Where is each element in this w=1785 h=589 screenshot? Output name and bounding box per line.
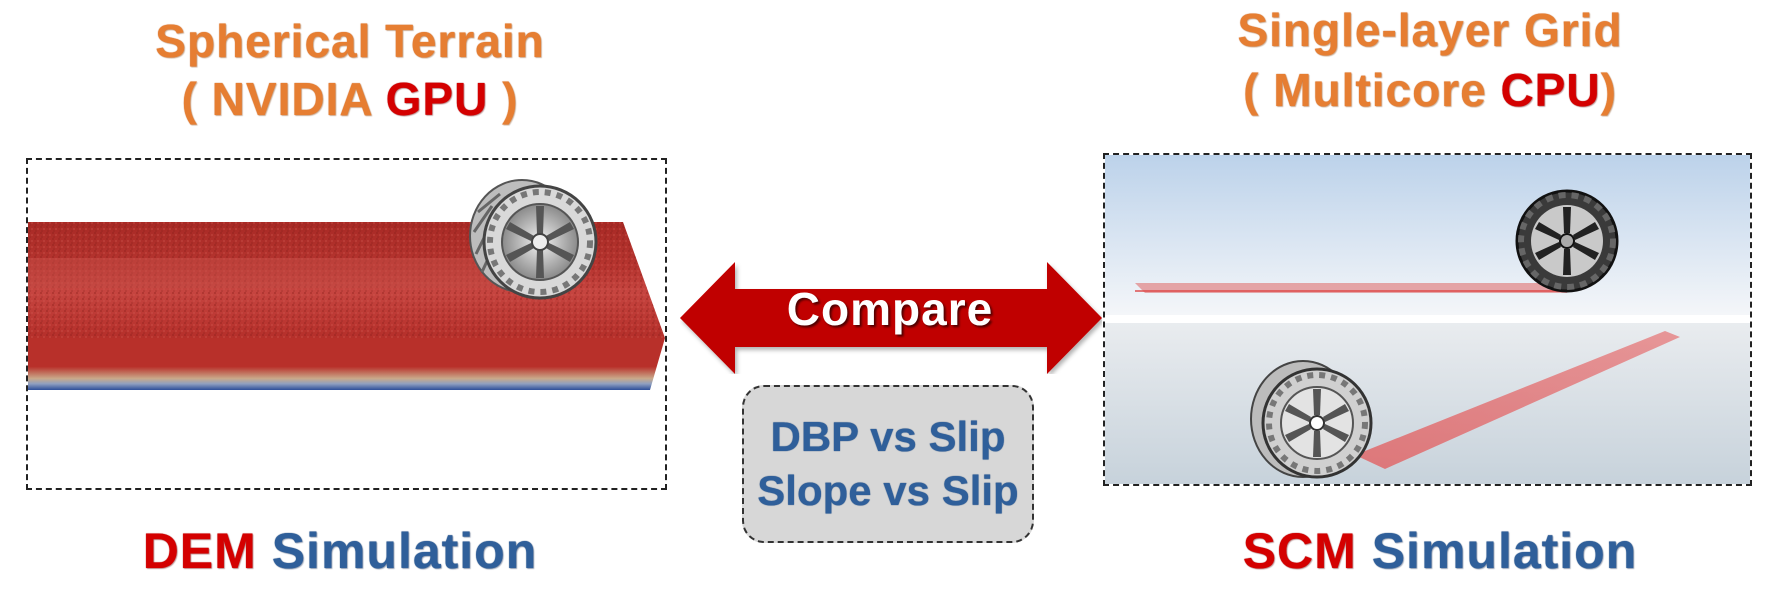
left-caption: DEM Simulation [40, 522, 640, 580]
right-title-line1: Single-layer Grid [1237, 4, 1623, 56]
right-title-paren-open: ( Multicore [1243, 64, 1501, 116]
right-title-line2: ( Multicore CPU) [1110, 60, 1750, 120]
wheel-icon [1250, 360, 1373, 479]
scm-track-bottom [1355, 331, 1680, 469]
wheel-track [28, 258, 506, 288]
right-title: Single-layer Grid ( Multicore CPU) [1110, 0, 1750, 120]
left-title-gpu: GPU [385, 73, 489, 125]
left-title: Spherical Terrain ( NVIDIA GPU ) [40, 12, 660, 128]
compare-label: Compare [786, 283, 994, 335]
metrics-box: DBP vs Slip Slope vs Slip [742, 385, 1034, 543]
left-title-paren-close: ) [488, 73, 519, 125]
dem-terrain-render [28, 179, 665, 390]
left-title-line2: ( NVIDIA GPU ) [40, 70, 660, 128]
right-caption-scm: SCM [1242, 523, 1357, 579]
left-caption-simulation: Simulation [256, 523, 538, 579]
terrain-side [28, 338, 665, 390]
left-title-line1: Spherical Terrain [155, 15, 545, 67]
left-title-paren-open: ( NVIDIA [181, 73, 386, 125]
right-caption-simulation: Simulation [1356, 523, 1638, 579]
scm-simulation-image [1103, 153, 1752, 486]
left-caption-dem: DEM [142, 523, 257, 579]
double-arrow-icon [680, 262, 1102, 374]
right-title-cpu: CPU [1500, 64, 1601, 116]
wheel-icon [1515, 189, 1619, 293]
dem-simulation-image [26, 158, 667, 490]
metric-slope-vs-slip: Slope vs Slip [757, 467, 1019, 514]
wheel-icon [469, 179, 598, 300]
scm-render [1105, 155, 1750, 484]
metric-dbp-vs-slip: DBP vs Slip [770, 413, 1006, 460]
right-title-paren-close: ) [1600, 64, 1617, 116]
right-caption: SCM Simulation [1130, 522, 1750, 580]
